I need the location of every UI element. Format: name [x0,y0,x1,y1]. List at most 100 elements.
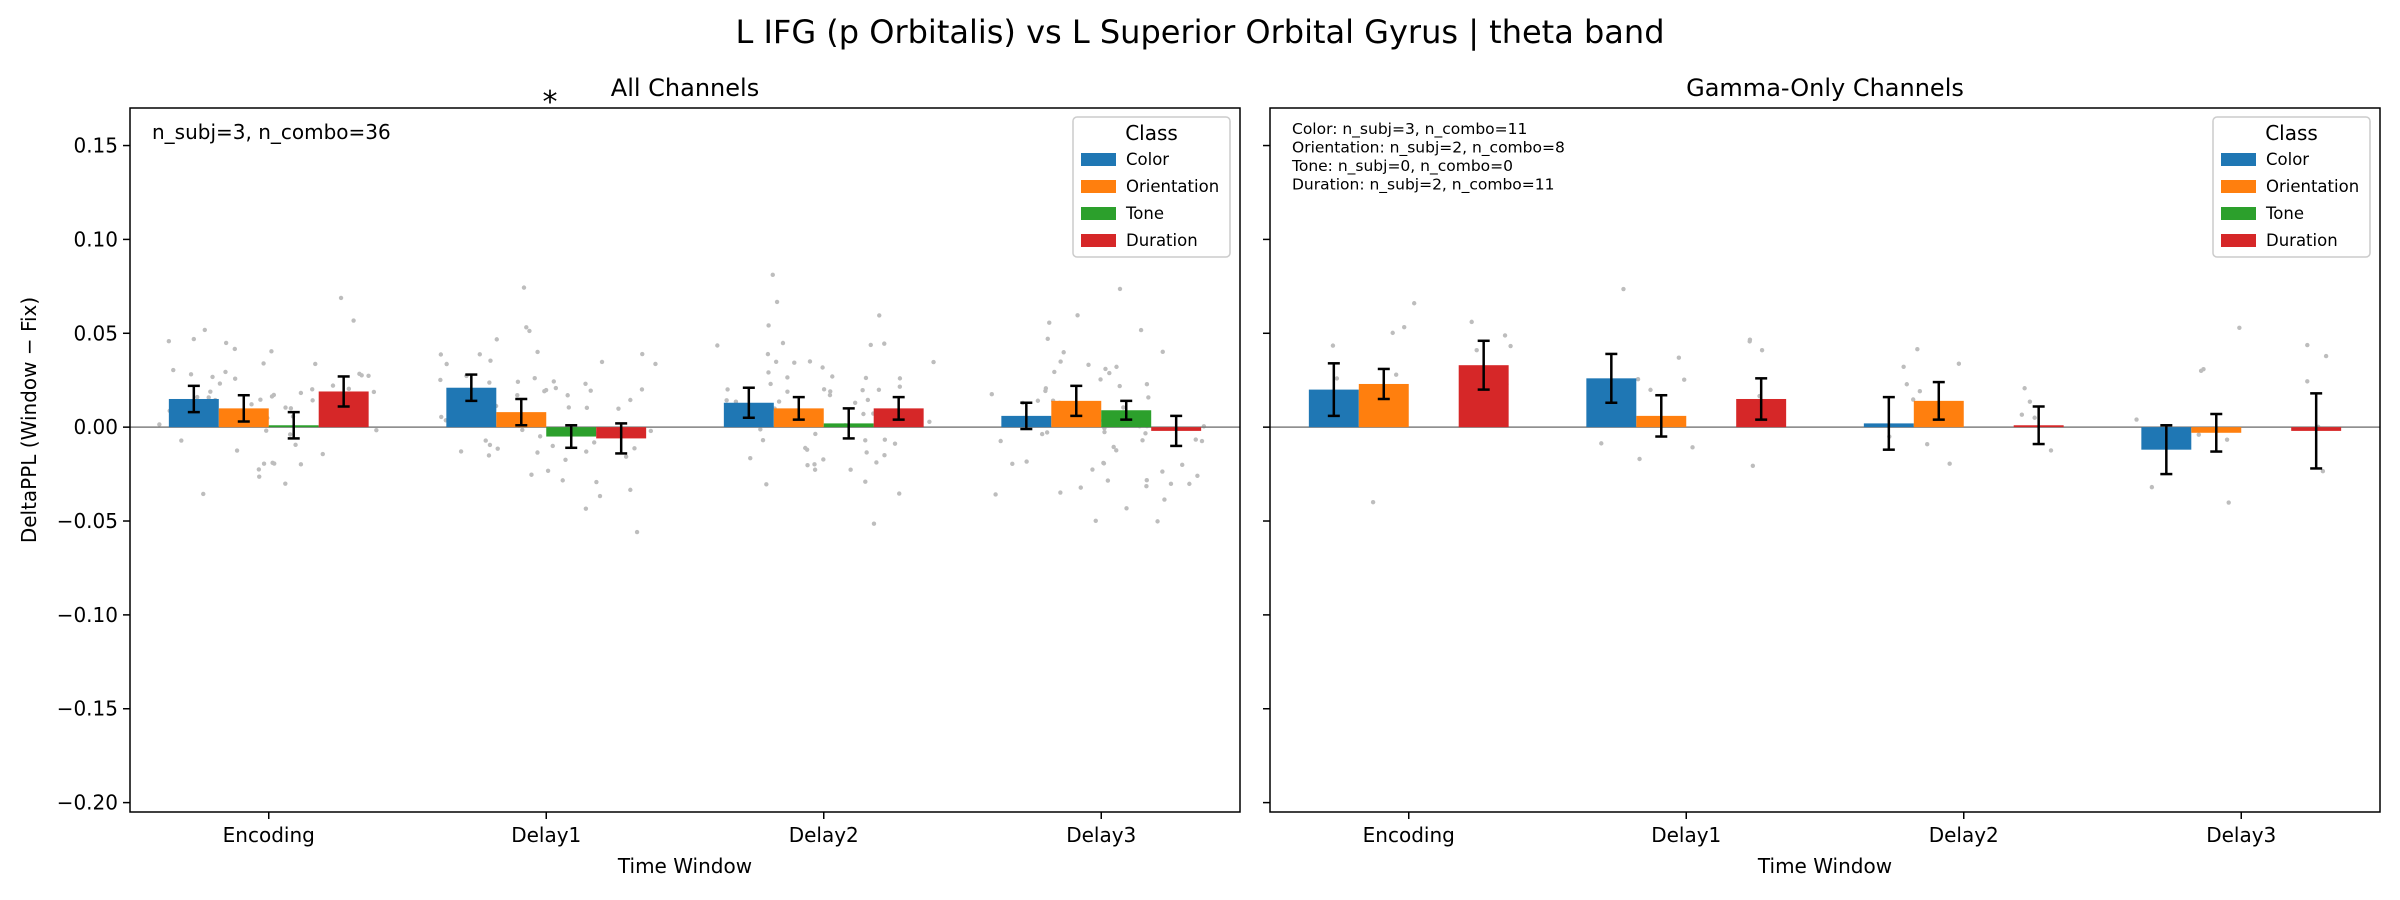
data-point [515,393,520,398]
data-point [1146,395,1151,400]
data-point [780,340,786,346]
data-point [527,328,532,334]
data-point [628,487,633,493]
data-point [1330,343,1336,348]
data-point [2224,437,2230,442]
y-tick-label: 0.15 [73,134,118,158]
data-point [310,398,315,403]
data-point [351,318,356,323]
data-point [773,359,779,364]
data-point [766,323,771,328]
data-point [487,380,492,385]
x-tick-label: Delay1 [511,823,581,847]
legend-entry: Duration [2266,231,2338,250]
data-point [1039,431,1045,437]
data-point [1024,459,1029,464]
data-point [785,389,790,394]
data-point [210,374,215,380]
data-point [1759,348,1765,353]
data-point [2196,432,2202,437]
data-point [1140,438,1145,443]
data-point [288,406,294,411]
x-tick-label: Delay2 [1929,823,1999,847]
data-point [715,343,720,348]
data-point [2134,417,2139,422]
legend-title: Class [1125,121,1178,145]
data-point [1035,398,1041,403]
data-point [1114,448,1119,453]
data-point [486,453,492,458]
data-point [1010,461,1015,467]
data-point [634,529,640,535]
data-point [258,397,263,402]
legend-swatch [2221,153,2256,166]
annotation-line: Tone: n_subj=0, n_combo=0 [1291,157,1513,176]
legend-entry: Orientation [2266,177,2359,196]
legend: Class Color Orientation Tone Duration [2212,116,2371,258]
data-point [232,376,238,381]
data-point [261,361,266,366]
data-point [993,492,998,497]
data-point [287,432,293,437]
data-point [1910,397,1916,402]
data-point [234,448,240,453]
data-point [897,491,902,496]
data-point [821,457,826,462]
data-point [765,351,771,357]
data-point [1402,324,1407,330]
data-point [776,399,782,404]
data-point [748,455,753,461]
data-point [1162,497,1167,502]
data-point [861,411,866,417]
y-tick-label: −0.10 [57,603,118,627]
data-point [821,387,827,392]
data-point [2022,386,2027,391]
data-point [632,446,637,451]
data-point [1924,442,1930,447]
data-point [807,359,813,364]
data-point [863,479,868,484]
data-point [487,442,493,448]
data-point [820,365,825,370]
data-point [1917,389,1923,394]
data-point [1747,339,1752,344]
legend-entry: Tone [2265,204,2304,223]
x-tick-label: Delay2 [789,823,859,847]
data-point [1124,506,1129,511]
y-tick-label: −0.05 [57,509,118,533]
data-point [827,392,833,398]
data-point [623,454,629,459]
data-point [1155,519,1160,524]
data-point [264,428,269,433]
data-point [2237,325,2242,330]
data-point [1390,330,1395,336]
data-point [293,442,298,448]
data-point [223,340,229,346]
data-point [565,393,570,398]
data-point [931,359,936,365]
data-point [597,493,603,499]
data-point [583,381,588,386]
data-point [535,450,540,455]
data-point [1102,429,1107,435]
data-point [515,379,521,385]
data-point [444,361,449,367]
data-point [813,431,818,437]
data-point [852,400,858,406]
data-point [257,474,262,479]
data-point [338,295,344,301]
data-point [792,360,797,365]
data-point [1502,333,1508,338]
data-point [269,349,274,354]
data-point [2149,484,2155,490]
data-point [320,451,325,457]
x-tick-label: Delay3 [2206,823,2276,847]
data-point [1411,301,1417,306]
data-point [232,346,238,352]
data-point [1469,319,1474,325]
data-point [830,374,835,379]
data-point [864,450,869,455]
data-point [1168,481,1174,487]
data-point [1956,361,1962,366]
